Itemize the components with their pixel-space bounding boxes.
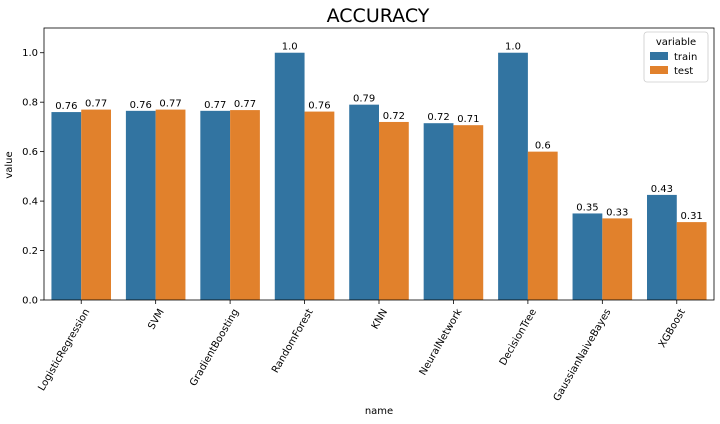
bar-test [453, 125, 484, 300]
legend-swatch-test [650, 66, 668, 74]
bar-train [349, 104, 379, 301]
bar-train [51, 112, 82, 300]
bar-train [572, 213, 603, 300]
y-tick-label: 0.2 [22, 246, 38, 257]
legend-title: variable [656, 37, 696, 48]
data-label-test: 0.33 [606, 207, 628, 218]
y-tick-label: 0.0 [22, 296, 38, 307]
y-tick-label: 1.0 [22, 48, 38, 59]
bar-test [155, 109, 186, 300]
data-label-test: 0.6 [535, 141, 551, 152]
x-tick-label: KNN [370, 307, 390, 331]
data-label-train: 0.76 [130, 100, 152, 111]
y-tick-label: 0.4 [22, 197, 38, 208]
x-tick-label: DecisionTree [498, 307, 539, 367]
data-label-test: 0.77 [159, 99, 181, 110]
legend-label-test: test [674, 66, 693, 77]
bar-train [423, 123, 454, 300]
data-label-test: 0.77 [234, 99, 256, 110]
data-label-train: 0.72 [427, 112, 449, 123]
y-tick-label: 0.8 [22, 98, 38, 109]
y-axis-label: value [4, 151, 15, 178]
x-tick-label: NeuralNetwork [418, 307, 465, 377]
bar-test [602, 218, 633, 300]
data-label-train: 0.77 [204, 100, 226, 111]
data-label-test: 0.76 [308, 101, 330, 112]
data-label-test: 0.71 [457, 114, 479, 125]
plot-area: 0.76 0.76 0.77 1.0 0.79 0.72 1.0 0.35 0.43 0.77 0.… [22, 27, 715, 403]
x-tick-label: GradientBoosting [188, 307, 241, 388]
bar-train [125, 110, 156, 300]
bar-train [274, 52, 305, 301]
x-axis-label: name [365, 406, 393, 417]
data-label-test: 0.77 [85, 99, 107, 110]
bar-test [676, 222, 707, 300]
data-label-train: 1.0 [505, 42, 521, 53]
bar-test [304, 111, 335, 300]
bar-train [498, 52, 528, 301]
bar-test [230, 110, 260, 300]
x-tick-label: LogisticRegression [36, 307, 92, 393]
data-label-train: 1.0 [282, 42, 298, 53]
data-label-train: 0.43 [651, 184, 673, 195]
y-tick-label: 0.6 [22, 147, 38, 158]
x-tick-label: RandomForest [270, 307, 316, 375]
chart-title: ACCURACY [327, 5, 430, 27]
x-tick-label: SVM [146, 307, 166, 331]
bar-train [200, 110, 231, 300]
bar-train [647, 194, 677, 300]
bar-test [527, 151, 558, 300]
data-label-train: 0.76 [55, 101, 77, 112]
x-tick-label: XGBoost [657, 307, 688, 350]
data-label-train: 0.35 [576, 202, 598, 213]
data-label-train: 0.79 [353, 94, 375, 105]
legend-label-train: train [674, 52, 697, 63]
x-tick-label: GaussianNaiveBayes [552, 307, 614, 403]
data-label-test: 0.72 [383, 111, 405, 122]
bar-test [379, 121, 409, 300]
bar-test [81, 109, 111, 300]
data-label-test: 0.31 [681, 211, 703, 222]
legend-swatch-train [650, 52, 668, 60]
